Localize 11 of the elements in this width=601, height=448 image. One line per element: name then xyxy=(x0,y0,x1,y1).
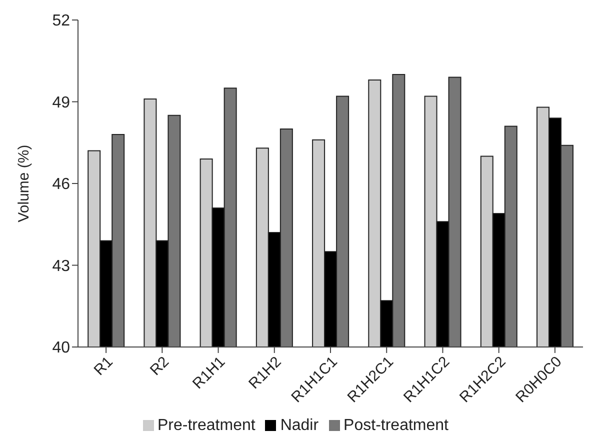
y-tick-label: 52 xyxy=(52,12,70,30)
y-tick-label: 49 xyxy=(52,94,70,112)
legend-label: Post-treatment xyxy=(344,417,448,434)
y-tick-label: 43 xyxy=(52,258,70,275)
x-tick-label: R2 xyxy=(146,353,173,379)
y-tick-label: 46 xyxy=(52,176,70,194)
y-axis-title: Volume (%) xyxy=(15,144,32,222)
y-tick-label: 40 xyxy=(52,340,70,357)
legend-label: Pre-treatment xyxy=(158,417,256,434)
x-tick-label: R1 xyxy=(90,353,116,379)
legend-label: Nadir xyxy=(280,417,319,434)
